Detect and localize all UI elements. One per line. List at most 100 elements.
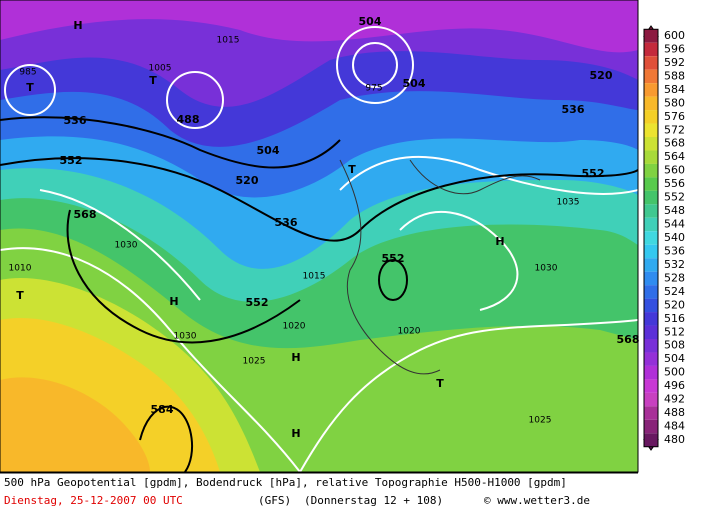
map-label: 1030 — [174, 332, 197, 342]
map-label: 552 — [60, 154, 83, 167]
coastlines — [339, 159, 541, 375]
colorbar-label: 500 — [664, 366, 685, 379]
colorbar-label: 488 — [664, 406, 685, 419]
colorbar-label: 508 — [664, 339, 685, 352]
colorbar-swatch — [644, 419, 658, 434]
map-label: 1015 — [303, 272, 326, 282]
map-label: H — [291, 427, 300, 440]
colorbar-swatch — [644, 365, 658, 380]
footer-model: (GFS) — [258, 494, 291, 507]
map-label: 584 — [151, 403, 174, 416]
map-label: 568 — [74, 208, 97, 221]
colorbar-label: 548 — [664, 204, 685, 217]
colorbar-label: 544 — [664, 218, 685, 231]
colorbar-label: 536 — [664, 244, 685, 257]
colorbar-swatch — [644, 339, 658, 353]
colorbar-label: 584 — [664, 83, 685, 96]
map-frame — [0, 0, 639, 473]
map-label: 985 — [19, 68, 36, 78]
colorbar-label: 580 — [664, 96, 685, 109]
colorbar-swatch — [644, 29, 658, 43]
colorbar-label: 596 — [664, 42, 685, 55]
map-label: 1020 — [283, 322, 306, 332]
colorbar-swatch — [644, 42, 658, 57]
colorbar-label: 516 — [664, 312, 685, 325]
colorbar-label: 512 — [664, 325, 685, 338]
colorbar-label: 588 — [664, 69, 685, 82]
colorbar-swatch — [644, 312, 658, 326]
colorbar-swatch — [644, 258, 658, 272]
colorbar-swatch — [644, 150, 658, 164]
colorbar-label: 496 — [664, 379, 685, 392]
colorbar-swatch — [644, 352, 658, 366]
map-label: T — [16, 289, 24, 302]
map-label: 504 — [403, 77, 426, 90]
colorbar-label: 540 — [664, 231, 685, 244]
map-label: 1020 — [398, 327, 421, 337]
colorbar-swatch — [644, 244, 658, 259]
map-label: 536 — [562, 103, 585, 116]
map-field — [0, 0, 638, 472]
footer-credit: © www.wetter3.de — [484, 494, 590, 507]
colorbar-label: 592 — [664, 56, 685, 69]
map-label: 1005 — [149, 64, 172, 74]
map-label: 1015 — [217, 36, 240, 46]
map-label: 552 — [582, 167, 605, 180]
map-label: 552 — [382, 252, 405, 265]
colorbar-label: 560 — [664, 164, 685, 177]
map-label: 536 — [275, 216, 298, 229]
colorbar-label: 528 — [664, 271, 685, 284]
map-label: T — [149, 74, 157, 87]
map-label: 552 — [246, 296, 269, 309]
colorbar-label: 572 — [664, 123, 685, 136]
map-label: H — [291, 351, 300, 364]
map-label: H — [73, 19, 82, 32]
map-label: 568 — [617, 333, 640, 346]
colorbar-swatch — [644, 379, 658, 393]
map-label: 1025 — [529, 416, 552, 426]
footer-title: 500 hPa Geopotential [gpdm], Bodendruck … — [4, 476, 567, 489]
map-label: H — [495, 235, 504, 248]
map-label: 1035 — [557, 198, 580, 208]
colorbar-swatch — [644, 123, 658, 137]
colorbar-swatch — [644, 285, 658, 299]
colorbar-swatch — [644, 231, 658, 245]
colorbar-swatch — [644, 433, 658, 447]
map-label: T — [26, 81, 34, 94]
colorbar-swatch — [644, 177, 658, 191]
colorbar-swatch — [644, 190, 658, 205]
colorbar-swatch — [644, 298, 658, 313]
map-label: H — [169, 295, 178, 308]
colorbar-swatch — [644, 83, 658, 97]
colorbar-swatch — [644, 325, 658, 339]
colorbar-swatch — [644, 392, 658, 407]
colorbar-swatch — [644, 271, 658, 286]
map-label: 975 — [365, 84, 382, 94]
footer-date: Dienstag, 25-12-2007 00 UTC — [4, 494, 183, 507]
colorbar-label: 532 — [664, 258, 685, 271]
colorbar-swatch — [644, 56, 658, 70]
footer-forecast: (Donnerstag 12 + 108) — [304, 494, 443, 507]
colorbar-label: 524 — [664, 285, 685, 298]
map-label: 504 — [359, 15, 382, 28]
colorbar-label: 576 — [664, 110, 685, 123]
isobars — [0, 26, 638, 472]
colorbar-label: 568 — [664, 137, 685, 150]
colorbar-swatch — [644, 217, 658, 232]
colorbar-label: 556 — [664, 177, 685, 190]
colorbar-label: 492 — [664, 393, 685, 406]
map-label: T — [436, 377, 444, 390]
colorbar-swatch — [644, 163, 658, 178]
map-label: T — [348, 163, 356, 176]
map-label: 1025 — [243, 357, 266, 367]
geopotential-contours — [0, 116, 638, 472]
colorbar-swatch — [644, 96, 658, 111]
colorbar-label: 552 — [664, 191, 685, 204]
colorbar-label: 564 — [664, 150, 685, 163]
map-label: 520 — [590, 69, 613, 82]
colorbar-frame — [643, 28, 659, 448]
colorbar-label: 504 — [664, 352, 685, 365]
colorbar-label: 484 — [664, 420, 685, 433]
